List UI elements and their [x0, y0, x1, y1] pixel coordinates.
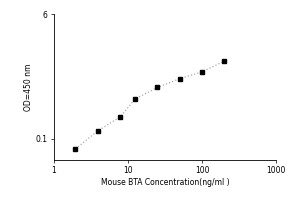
X-axis label: Mouse BTA Concentration(ng/ml ): Mouse BTA Concentration(ng/ml ): [101, 178, 229, 187]
Y-axis label: OD=450 nm: OD=450 nm: [24, 63, 33, 111]
